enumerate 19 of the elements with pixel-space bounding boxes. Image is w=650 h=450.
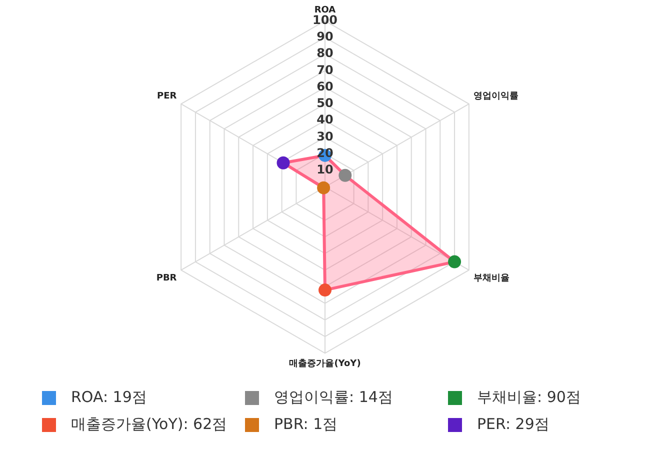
y-tick-label: 70 [316,62,334,77]
spoke-label: PER [157,91,177,102]
spoke-label: PBR [156,273,177,284]
y-tick-label: 30 [316,129,334,144]
y-tick-label: 40 [316,112,334,127]
spoke-label: 영업이익률 [473,91,518,102]
y-tick-label: 50 [316,96,334,110]
text: 부채비율: 90점 [477,388,581,407]
text: 매출증가율(YoY): 62점 [71,415,228,434]
y-tick-label: 60 [316,79,334,94]
spoke-label: 부채비율 [473,273,510,284]
spoke-label: 매출증가율(YoY) [289,358,361,369]
y-tick-label: 90 [316,30,334,44]
y-tick-label: 10 [316,162,334,177]
text: PBR: 1점 [274,415,338,434]
text: ROA: 19점 [71,388,147,407]
text: 영업이익률: 14점 [274,388,393,407]
y-tick-label: 80 [316,46,334,60]
text: PER: 29점 [477,415,550,434]
